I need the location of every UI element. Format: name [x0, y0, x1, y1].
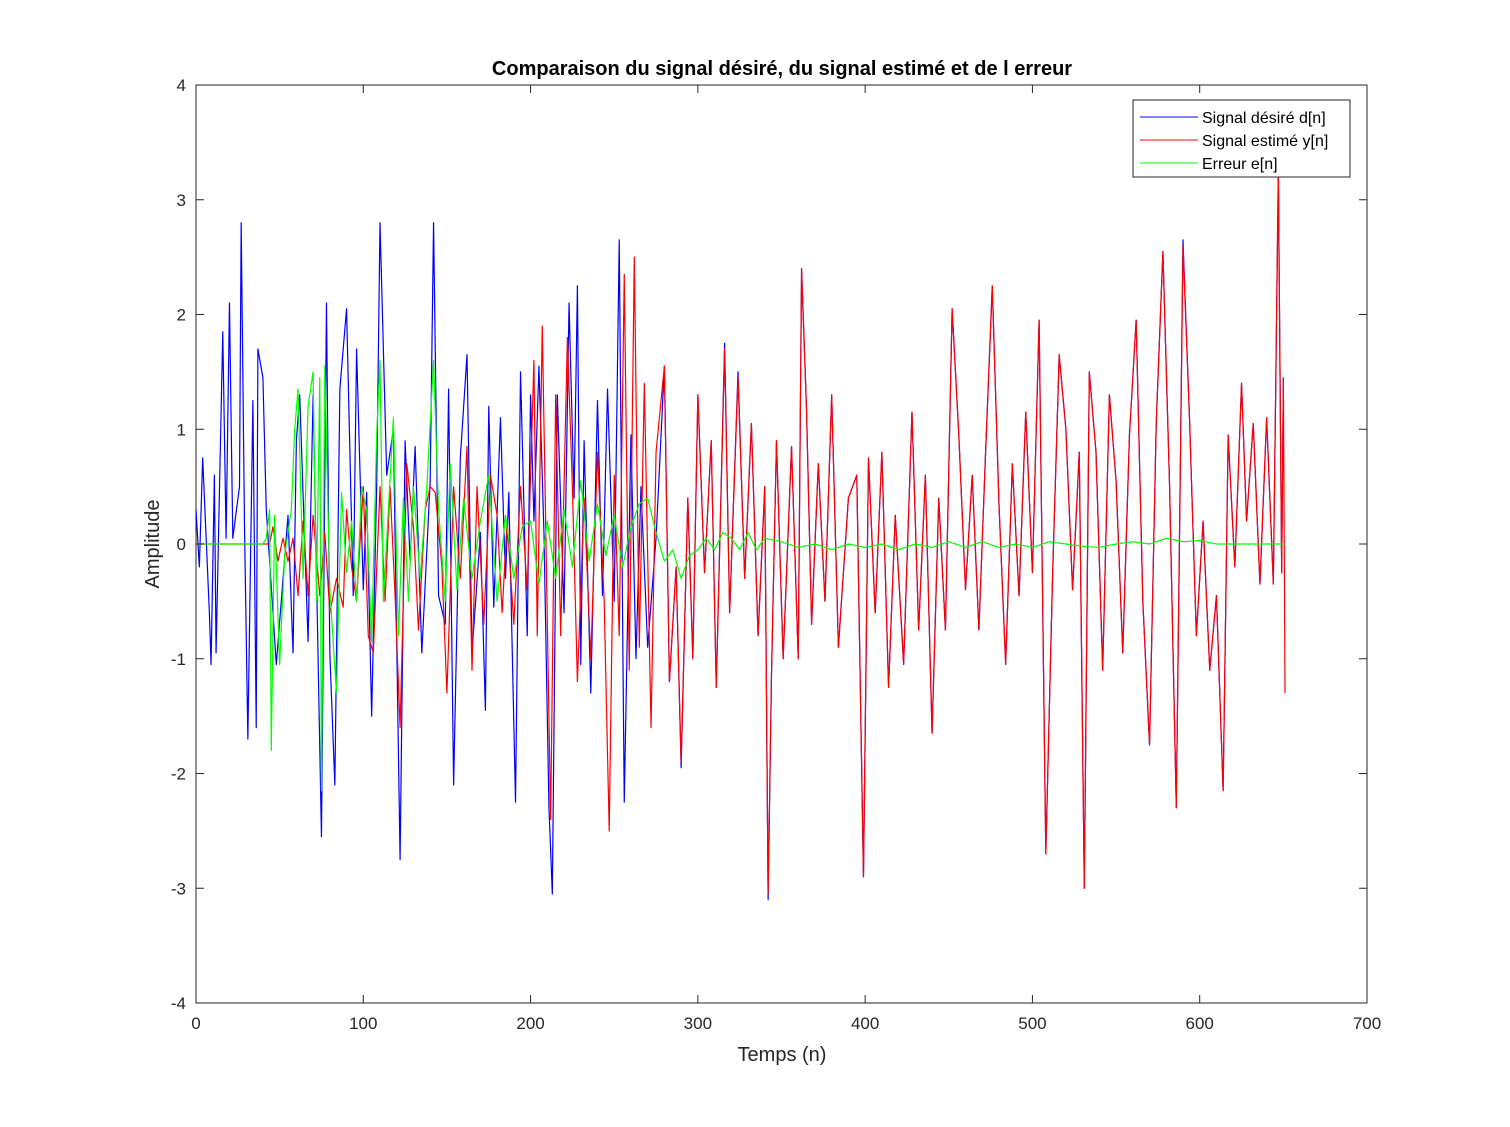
series-layer — [195, 170, 1286, 901]
x-tick-label: 300 — [684, 1014, 712, 1033]
legend-label-error: Erreur e[n] — [1202, 156, 1278, 173]
x-tick-label: 400 — [851, 1014, 879, 1033]
y-tick-label: -1 — [171, 650, 186, 669]
legend[interactable]: Signal désiré d[n] Signal estimé y[n] Er… — [1132, 99, 1351, 178]
y-tick-label: 1 — [177, 420, 186, 439]
x-tick-label: 200 — [516, 1014, 544, 1033]
tick-layer: 0 100 200 300 400 500 600 700 -4 -3 -2 -1 0 1 2 3 4 — [171, 76, 1381, 1033]
legend-label-estimated: Signal estimé y[n] — [1202, 133, 1328, 150]
y-tick-label: 0 — [177, 535, 186, 554]
x-tick-label: 600 — [1186, 1014, 1214, 1033]
legend-label-desired: Signal désiré d[n] — [1202, 110, 1326, 127]
y-tick-label: -2 — [171, 765, 186, 784]
y-tick-label: 3 — [177, 191, 186, 210]
x-tick-label: 700 — [1353, 1014, 1381, 1033]
legend-box — [1132, 99, 1351, 178]
x-tick-label: 500 — [1018, 1014, 1046, 1033]
plot-area: 0 100 200 300 400 500 600 700 -4 -3 -2 -1 0 1 2 3 4 — [171, 76, 1381, 1033]
x-tick-label: 0 — [191, 1014, 200, 1033]
y-tick-label: -3 — [171, 879, 186, 898]
estimated-signal-line — [196, 170, 1286, 895]
axes-box — [195, 84, 1368, 1004]
y-tick-label: 4 — [177, 76, 186, 95]
y-axis-label: Amplitude — [142, 500, 164, 589]
y-tick-label: 2 — [177, 306, 186, 325]
x-tick-label: 100 — [349, 1014, 377, 1033]
error-signal-line — [196, 359, 1284, 792]
y-tick-label: -4 — [171, 994, 186, 1013]
chart-title: Comparaison du signal désiré, du signal … — [492, 58, 1072, 80]
x-axis-label: Temps (n) — [738, 1044, 827, 1066]
